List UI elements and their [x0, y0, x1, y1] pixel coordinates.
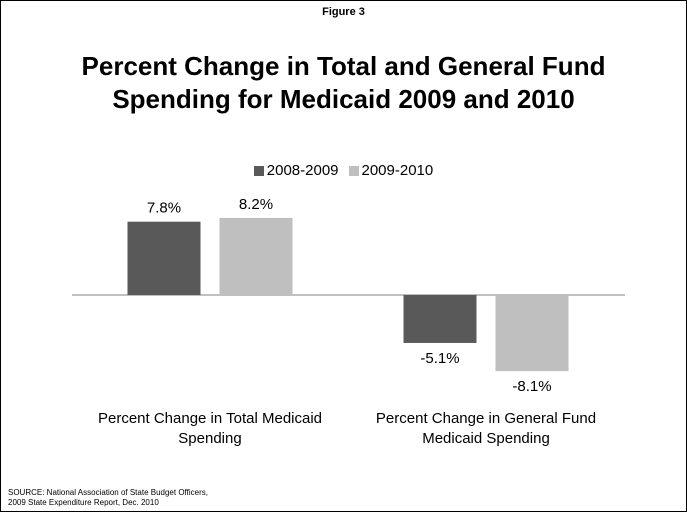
bar-2008-2009-category-2 — [403, 295, 477, 343]
category-label-1-line-1: Percent Change in Total Medicaid — [98, 410, 322, 427]
chart-title: Percent Change in Total and General Fund… — [40, 50, 647, 116]
source-line-2: 2009 State Expenditure Report, Dec. 2010 — [8, 498, 159, 507]
chart-title-line-1: Percent Change in Total and General Fund — [81, 51, 606, 81]
source-note: SOURCE: National Association of State Bu… — [8, 488, 208, 508]
bar-2009-2010-category-2 — [495, 295, 569, 372]
legend: 2008-2009 2009-2010 — [0, 162, 687, 179]
figure-label: Figure 3 — [322, 6, 365, 18]
data-label-2009-2010-category-2: -8.1% — [512, 378, 551, 395]
source-line-1: SOURCE: National Association of State Bu… — [8, 488, 208, 497]
legend-swatch-2008-2009 — [253, 165, 264, 176]
bar-2008-2009-category-1 — [127, 221, 201, 295]
category-label-1-line-2: Spending — [178, 430, 241, 447]
data-label-2009-2010-category-1: 8.2% — [239, 196, 273, 213]
legend-item-2008-2009: 2008-2009 — [253, 162, 339, 179]
legend-label-2009-2010: 2009-2010 — [361, 162, 434, 179]
data-label-2008-2009-category-1: 7.8% — [147, 200, 181, 217]
legend-item-2009-2010: 2009-2010 — [348, 162, 434, 179]
chart-title-line-2: Spending for Medicaid 2009 and 2010 — [112, 84, 575, 114]
category-label-2-line-1: Percent Change in General Fund — [376, 410, 596, 427]
category-label-2-line-2: Medicaid Spending — [422, 430, 550, 447]
legend-label-2008-2009: 2008-2009 — [266, 162, 339, 179]
legend-swatch-2009-2010 — [348, 165, 359, 176]
data-label-2008-2009-category-2: -5.1% — [420, 350, 459, 367]
bar-2009-2010-category-1 — [219, 217, 293, 295]
